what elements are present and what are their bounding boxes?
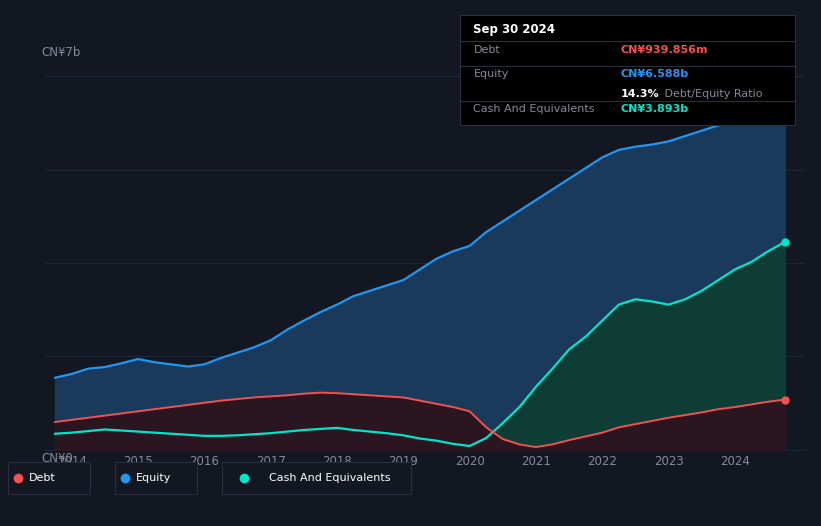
Text: CN¥7b: CN¥7b [41, 46, 80, 59]
Text: Sep 30 2024: Sep 30 2024 [474, 23, 555, 36]
Text: Equity: Equity [135, 473, 171, 483]
Text: Debt: Debt [29, 473, 56, 483]
Text: Cash And Equivalents: Cash And Equivalents [474, 104, 595, 114]
Text: CN¥3.893b: CN¥3.893b [621, 104, 689, 114]
Text: 14.3%: 14.3% [621, 89, 659, 99]
Text: Debt: Debt [474, 45, 500, 55]
Text: CN¥0: CN¥0 [41, 452, 73, 464]
Text: CN¥6.588b: CN¥6.588b [621, 69, 689, 79]
Text: CN¥939.856m: CN¥939.856m [621, 45, 709, 55]
Text: Equity: Equity [474, 69, 509, 79]
Text: Debt/Equity Ratio: Debt/Equity Ratio [661, 89, 763, 99]
Text: Cash And Equivalents: Cash And Equivalents [269, 473, 390, 483]
